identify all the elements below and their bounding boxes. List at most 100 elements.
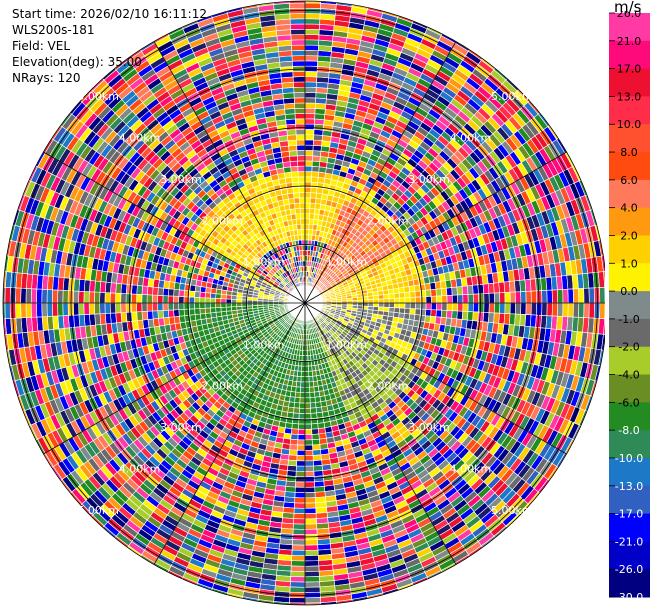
range-gate: [404, 307, 411, 315]
range-gate: [293, 407, 300, 414]
range-gate: [290, 428, 299, 435]
range-gate: [36, 288, 43, 304]
range-gate: [309, 197, 317, 204]
range-gate: [304, 555, 319, 562]
range-gate: [215, 298, 222, 304]
range-gate: [136, 311, 144, 321]
range-gate: [209, 302, 216, 309]
range-gate: [312, 155, 321, 162]
range-gate: [399, 302, 406, 309]
range-gate: [467, 293, 474, 304]
range-gate: [189, 308, 196, 316]
range-gate: [46, 289, 53, 304]
range-gate: [51, 289, 59, 304]
range-gate: [415, 296, 422, 304]
range-gate: [435, 309, 443, 318]
range-gate: [599, 286, 605, 304]
range-gate: [520, 302, 527, 315]
range-gate: [194, 308, 201, 315]
range-gate: [308, 375, 314, 383]
range-gate: [309, 391, 316, 398]
range-gate: [120, 293, 127, 304]
range-gate: [304, 581, 321, 588]
range-gate: [293, 402, 301, 409]
range-gate: [167, 295, 174, 304]
range-gate: [308, 381, 315, 388]
range-gate: [415, 302, 422, 310]
range-gate: [298, 407, 306, 414]
range-gate: [304, 81, 317, 88]
range-gate: [430, 309, 437, 318]
range-gate: [236, 302, 243, 307]
range-gate: [291, 555, 306, 562]
range-gate: [435, 288, 443, 297]
range-gate: [541, 290, 548, 304]
range-gate: [483, 302, 490, 313]
range-gate: [520, 291, 527, 304]
range-gate: [288, 454, 298, 462]
range-gate: [488, 302, 495, 314]
range-gate: [583, 302, 590, 319]
range-gate: [289, 581, 306, 588]
range-gate: [311, 433, 320, 441]
range-gate: [446, 294, 453, 304]
range-gate: [162, 295, 169, 304]
range-gate: [290, 433, 299, 441]
range-gate: [583, 287, 590, 304]
range-gate: [57, 289, 64, 304]
range-gate: [295, 465, 306, 472]
range-gate: [312, 144, 322, 152]
range-gate: [478, 293, 485, 304]
range-gate: [425, 296, 432, 304]
range-gate: [304, 160, 313, 167]
range-gate: [152, 310, 159, 320]
range-gate: [215, 307, 222, 313]
range-gate: [304, 234, 309, 241]
range-gate: [304, 49, 319, 57]
range-gate: [388, 293, 395, 299]
range-gate: [162, 309, 170, 319]
range-gate: [293, 518, 306, 525]
range-gate: [300, 371, 306, 378]
range-gate: [297, 439, 306, 446]
range-gate: [310, 192, 317, 199]
range-gate: [409, 291, 416, 298]
range-gate: [88, 302, 96, 315]
range-gate: [296, 460, 306, 467]
range-gate: [304, 365, 309, 372]
range-gate: [304, 218, 310, 225]
range-gate: [304, 481, 315, 488]
range-gate: [141, 294, 148, 304]
range-gate: [313, 123, 325, 131]
range-gate: [312, 454, 322, 462]
range-gate: [205, 312, 212, 319]
range-gate: [436, 295, 443, 304]
range-gate: [295, 476, 306, 483]
range-gate: [109, 292, 117, 304]
range-gate: [204, 307, 212, 314]
range-gate: [446, 302, 453, 312]
range-gate: [304, 576, 320, 583]
range-gate: [295, 470, 306, 478]
range-gate: [525, 290, 532, 304]
range-gate: [387, 288, 395, 295]
range-gate: [136, 293, 143, 304]
range-gate: [304, 386, 310, 393]
range-gate: [295, 481, 306, 488]
range-gate: [530, 290, 537, 304]
range-gate: [578, 288, 585, 304]
range-gate: [310, 407, 317, 414]
range-gate: [588, 302, 595, 319]
range-gate: [456, 286, 464, 296]
range-gate: [304, 570, 320, 578]
range-gate: [157, 310, 164, 319]
range-gate: [62, 290, 69, 304]
range-gate: [167, 302, 174, 311]
range-gate: [315, 401, 322, 409]
range-gate: [514, 302, 522, 315]
range-gate: [461, 285, 469, 296]
range-gate: [288, 597, 306, 604]
range-gate: [309, 208, 316, 215]
range-gate: [312, 449, 322, 456]
range-gate: [378, 302, 385, 308]
